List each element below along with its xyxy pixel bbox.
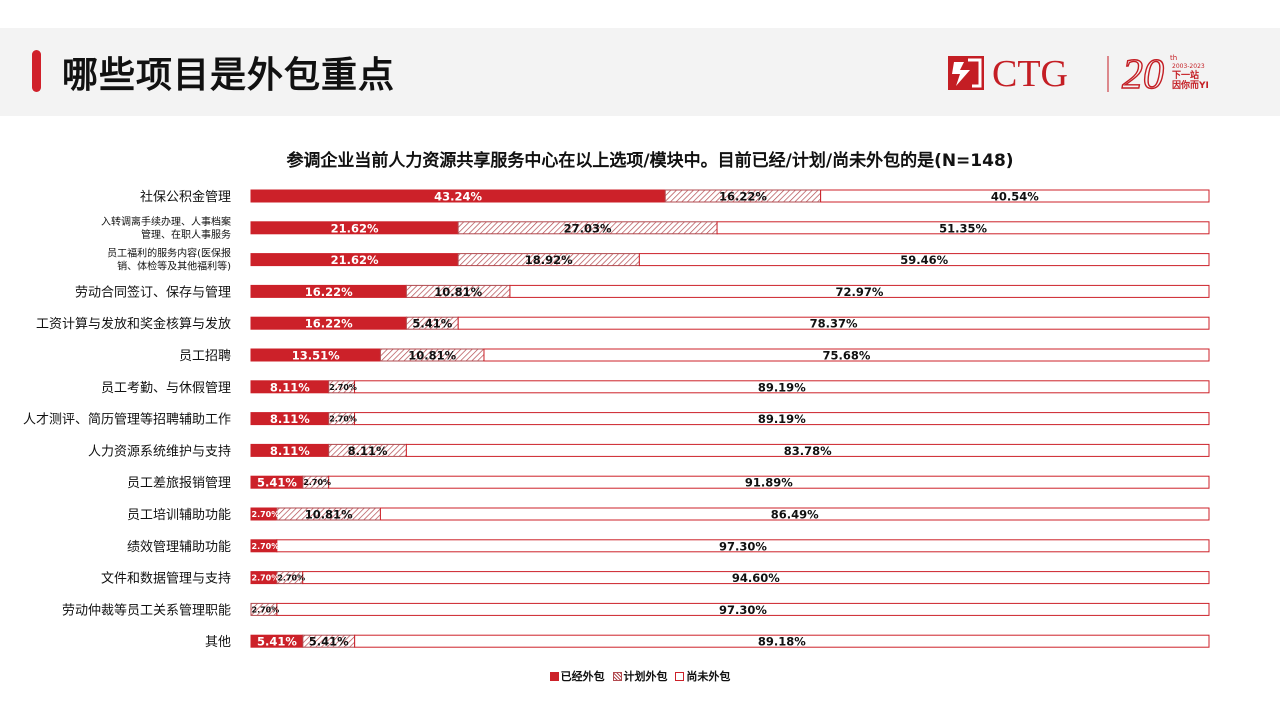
data-labels: 43.24% 16.22% 40.54% 21.62% 27.03% 51.35% 21.6… [252,190,1040,649]
ctg-emblem-icon [948,56,984,90]
data-label-not-outsourced: 86.49% [771,508,819,522]
data-label-planned: 16.22% [719,190,767,204]
legend-swatch-outsourced [549,672,559,681]
category-label: 劳动仲裁等员工关系管理职能 [62,602,231,618]
data-label-planned: 27.03% [564,221,612,235]
data-label-outsourced: 2.70% [252,510,280,519]
data-label-planned: 2.70% [329,415,357,424]
data-label-planned: 5.41% [309,635,349,649]
category-label: 劳动合同签订、保存与管理 [75,284,231,300]
bar-segments [250,189,1210,648]
header-bar [0,28,1280,116]
bar-segment-not-outsourced [328,475,1210,489]
data-label-not-outsourced: 59.46% [900,253,948,267]
data-label-not-outsourced: 89.18% [758,635,806,649]
bar-segment-not-outsourced [820,189,1210,203]
legend-label-not-outsourced: 尚未外包 [686,670,731,683]
category-label: 人才测评、简历管理等招聘辅助工作 [23,412,231,428]
data-label-not-outsourced: 40.54% [991,190,1039,204]
data-label-not-outsourced: 97.30% [719,603,767,617]
legend-item-planned: 计划外包 [612,668,668,684]
data-label-not-outsourced: 91.89% [745,476,793,490]
legend-label-outsourced: 已经外包 [560,670,605,683]
data-label-planned: 5.41% [412,317,452,331]
logo-anniversary-suffix: th [1170,54,1177,62]
logo-slogan-line1: 下一站 [1172,69,1199,81]
data-label-outsourced: 2.70% [252,542,280,551]
legend-item-not-outsourced: 尚未外包 [675,668,730,684]
data-label-planned: 10.81% [408,349,456,363]
bar-segment-not-outsourced [638,253,1210,267]
bar-segment-not-outsourced [276,602,1210,616]
bar-segment-not-outsourced [354,380,1210,394]
data-label-not-outsourced: 75.68% [823,349,871,363]
data-label-outsourced: 21.62% [331,253,379,267]
data-label-outsourced: 21.62% [331,221,379,235]
data-label-outsourced: 2.70% [252,574,280,583]
data-label-not-outsourced: 83.78% [784,444,832,458]
bar-segment-not-outsourced [276,539,1210,553]
bar-segment-not-outsourced [354,412,1210,426]
category-label: 员工考勤、与休假管理 [101,381,231,396]
category-label: 人力资源系统维护与支持 [88,444,231,459]
data-label-outsourced: 8.11% [270,380,310,394]
stacked-bar-chart: 社保公积金管理入转调离手续办理、人事档案管理、在职人事服务员工福利的服务内容(医… [23,189,1210,650]
data-label-planned: 2.70% [303,478,331,487]
data-label-planned: 10.81% [305,508,353,522]
category-label: 工资计算与发放和奖金核算与发放 [36,316,231,332]
category-labels: 社保公积金管理入转调离手续办理、人事档案管理、在职人事服务员工福利的服务内容(医… [23,189,231,650]
data-label-outsourced: 5.41% [257,476,297,490]
category-label: 文件和数据管理与支持 [101,572,231,587]
bar-segment-not-outsourced [354,634,1210,648]
legend-item-outsourced: 已经外包 [549,668,605,684]
data-label-outsourced: 13.51% [292,349,340,363]
data-label-outsourced: 16.22% [305,317,353,331]
data-label-planned: 10.81% [434,285,482,299]
bar-segment-not-outsourced [405,443,1210,457]
legend-swatch-not-outsourced [675,672,685,681]
category-label: 员工招聘 [179,349,231,364]
data-label-not-outsourced: 94.60% [732,571,780,585]
ctg-logo: CTG 20 th 2003-2023 下一站 因你而YI [948,51,1209,94]
logo-slogan-line2: 因你而YI [1172,79,1209,91]
category-label: 绩效管理辅助功能 [127,540,231,555]
data-label-planned: 18.92% [525,253,573,267]
category-label: 员工差旅报销管理 [127,476,231,491]
bar-segment-not-outsourced [302,571,1210,585]
category-label: 入转调离手续办理、人事档案管理、在职人事服务 [101,215,231,241]
data-label-planned: 2.70% [329,383,357,392]
bar-segment-not-outsourced [716,221,1210,235]
data-label-not-outsourced: 97.30% [719,539,767,553]
logo-years: 2003-2023 [1172,63,1205,70]
data-label-outsourced: 8.11% [270,444,310,458]
data-label-outsourced: 8.11% [270,412,310,426]
bar-segment-not-outsourced [379,507,1210,521]
page-title: 哪些项目是外包重点 [62,55,396,96]
data-label-planned: 8.11% [348,444,388,458]
data-label-not-outsourced: 89.19% [758,412,806,426]
category-label: 其他 [205,635,231,650]
category-label: 员工培训辅助功能 [127,507,231,523]
legend-label-planned: 计划外包 [623,670,668,683]
data-label-not-outsourced: 89.19% [758,380,806,394]
data-label-outsourced: 43.24% [434,190,482,204]
bar-segment-not-outsourced [483,348,1210,362]
title-accent-bar [32,50,41,92]
chart-legend: 已经外包 计划外包 尚未外包 [0,668,1280,684]
category-label: 员工福利的服务内容(医保报销、体检等及其他福利等) [107,247,231,273]
data-label-not-outsourced: 51.35% [939,221,987,235]
logo-anniversary-number: 20 [1122,52,1164,94]
category-label: 社保公积金管理 [140,189,231,205]
data-label-not-outsourced: 78.37% [810,317,858,331]
data-label-not-outsourced: 72.97% [836,285,884,299]
logo-brand-text: CTG [992,53,1068,94]
chart-title: 参调企业当前人力资源共享服务中心在以上选项/模块中。目前已经/计划/尚未外包的是… [286,151,1014,171]
data-label-outsourced: 16.22% [305,285,353,299]
bar-segment-not-outsourced [457,316,1210,330]
data-label-outsourced: 2.70% [252,605,280,614]
data-label-planned: 2.70% [277,574,305,583]
bar-segment-not-outsourced [509,284,1210,298]
data-label-outsourced: 5.41% [257,635,297,649]
legend-swatch-planned [612,672,622,681]
